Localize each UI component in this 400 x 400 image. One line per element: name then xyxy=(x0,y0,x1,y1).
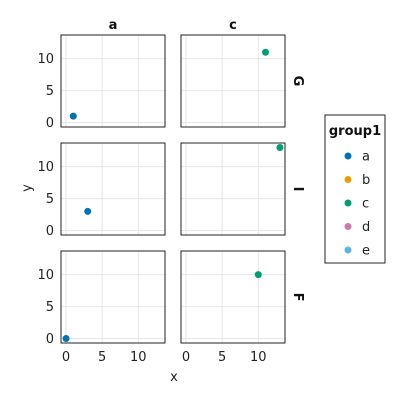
data-point xyxy=(69,112,77,120)
y-tick-label: 0 xyxy=(46,224,54,239)
x-tick-label: 5 xyxy=(98,350,106,365)
data-point xyxy=(276,143,284,151)
column-title-a: a xyxy=(109,18,118,33)
panel-background xyxy=(61,251,165,343)
y-tick-label: 5 xyxy=(46,84,54,99)
x-tick-label: 10 xyxy=(250,350,267,365)
row-title-I: I xyxy=(290,187,305,192)
facet-panels xyxy=(60,34,286,344)
panel-frame xyxy=(180,142,286,236)
data-point xyxy=(262,48,269,56)
legend-label: e xyxy=(362,244,370,259)
legend-marker xyxy=(344,152,352,160)
panel-frame xyxy=(60,250,166,344)
legend-label: b xyxy=(362,173,370,188)
x-tick-label: 10 xyxy=(130,350,147,365)
y-tick-label: 0 xyxy=(46,116,54,131)
panel-frame xyxy=(60,142,166,236)
panel-a-F xyxy=(60,250,166,344)
row-title-G: G xyxy=(290,76,305,87)
legend-entry-d: d xyxy=(344,220,370,235)
panel-a-G xyxy=(60,34,166,128)
y-tick-label: 5 xyxy=(46,192,54,207)
legend-entry-e: e xyxy=(344,244,370,259)
panel-background xyxy=(181,35,285,127)
panel-c-I xyxy=(180,142,286,236)
x-tick-label: 5 xyxy=(218,350,226,365)
panel-c-G xyxy=(180,34,286,128)
legend-marker xyxy=(344,176,352,183)
y-axis-label: y xyxy=(20,184,35,192)
legend-entry-b: b xyxy=(344,173,370,188)
legend-entry-a: a xyxy=(344,150,370,165)
y-tick-label: 0 xyxy=(46,332,54,347)
y-tick-label: 10 xyxy=(37,52,54,67)
legend-label: c xyxy=(362,197,369,212)
panel-background xyxy=(181,143,285,235)
x-tick-labels: 0 5 10 0 5 10 xyxy=(62,350,267,365)
legend-entry-c: c xyxy=(344,197,369,212)
x-tick-label: 0 xyxy=(182,350,190,365)
panel-background xyxy=(61,143,165,235)
panel-c-F xyxy=(180,250,286,344)
x-tick-label: 0 xyxy=(62,350,70,365)
data-point xyxy=(84,207,92,215)
data-point xyxy=(62,335,70,343)
y-tick-label: 5 xyxy=(46,300,54,315)
row-title-F: F xyxy=(290,293,305,302)
data-points xyxy=(62,48,284,343)
row-facet-titles: G I F xyxy=(290,76,305,302)
legend-marker xyxy=(344,199,352,207)
y-tick-label: 10 xyxy=(37,160,54,175)
legend-marker xyxy=(344,223,352,230)
panel-frame xyxy=(180,250,286,344)
legend-box xyxy=(324,114,386,264)
panel-background xyxy=(61,35,165,127)
data-point xyxy=(254,271,262,279)
x-axis-label: x xyxy=(170,370,178,385)
legend-label: a xyxy=(362,150,370,165)
y-tick-labels: 0 5 10 0 5 10 0 5 10 xyxy=(37,52,54,347)
panel-frame xyxy=(180,34,286,128)
panel-background xyxy=(181,251,285,343)
column-title-c: c xyxy=(229,18,237,33)
panel-a-I xyxy=(60,142,166,236)
panel-frame xyxy=(60,34,166,128)
legend-label: d xyxy=(362,220,370,235)
legend-title: group1 xyxy=(329,124,381,139)
legend-marker xyxy=(344,246,352,254)
y-tick-label: 10 xyxy=(37,268,54,283)
